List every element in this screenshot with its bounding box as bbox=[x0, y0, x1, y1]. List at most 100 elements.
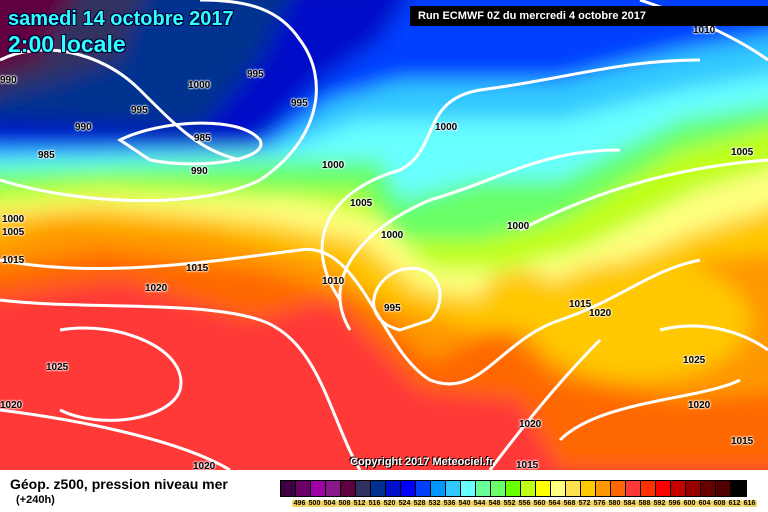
legend-tick: 556 bbox=[517, 500, 532, 507]
legend-swatch bbox=[281, 481, 296, 496]
legend-swatch bbox=[581, 481, 596, 496]
isobar-label: 995 bbox=[131, 105, 148, 116]
isobar-label: 1015 bbox=[2, 255, 25, 266]
isobar-label: 1000 bbox=[435, 122, 458, 133]
legend-tick: 548 bbox=[487, 500, 502, 507]
legend-tick: 536 bbox=[442, 500, 457, 507]
isobar-label: 995 bbox=[247, 69, 264, 80]
color-legend bbox=[280, 480, 747, 497]
legend-tick: 616 bbox=[742, 500, 757, 507]
legend-swatch bbox=[671, 481, 686, 496]
copyright: Copyright 2017 Meteociel.fr bbox=[350, 456, 494, 468]
isobar-label: 1000 bbox=[381, 230, 404, 241]
legend-swatch bbox=[476, 481, 491, 496]
isobar-label: 1000 bbox=[322, 160, 345, 171]
legend-swatch bbox=[551, 481, 566, 496]
legend-swatch bbox=[686, 481, 701, 496]
legend-tick: 596 bbox=[667, 500, 682, 507]
isobar-label: 1005 bbox=[350, 198, 373, 209]
legend-swatch bbox=[386, 481, 401, 496]
legend-tick: 612 bbox=[727, 500, 742, 507]
legend-tick: 600 bbox=[682, 500, 697, 507]
legend-tick: 504 bbox=[322, 500, 337, 507]
forecast-date: samedi 14 octobre 2017 bbox=[8, 8, 234, 30]
legend-tick: 584 bbox=[622, 500, 637, 507]
legend-tick: 588 bbox=[637, 500, 652, 507]
legend-swatch bbox=[656, 481, 671, 496]
isobar-label: 995 bbox=[291, 98, 308, 109]
isobar-label: 995 bbox=[384, 303, 401, 314]
legend-tick: 572 bbox=[577, 500, 592, 507]
legend-tick: 592 bbox=[652, 500, 667, 507]
isobar-label: 1020 bbox=[193, 461, 216, 470]
legend-tick: 516 bbox=[367, 500, 382, 507]
isobar-label: 1000 bbox=[507, 221, 530, 232]
forecast-time: 2:00 locale bbox=[8, 31, 126, 57]
legend-ticks: 496 500 504 508 512 516 520 524 528 532 536 540 544 5… bbox=[292, 500, 757, 507]
map-title: Géop. z500, pression niveau mer bbox=[10, 476, 228, 492]
isobar-label: 1020 bbox=[688, 400, 711, 411]
isobars bbox=[0, 0, 768, 470]
legend-tick: 524 bbox=[397, 500, 412, 507]
isobar-label: 990 bbox=[75, 122, 92, 133]
geopotential-field bbox=[0, 0, 768, 470]
isobar-label: 1020 bbox=[589, 308, 612, 319]
isobar-label: 1025 bbox=[46, 362, 69, 373]
legend-tick: 528 bbox=[412, 500, 427, 507]
legend-tick: 520 bbox=[382, 500, 397, 507]
legend-tick: 564 bbox=[547, 500, 562, 507]
isobar-label: 1015 bbox=[731, 436, 754, 447]
isobar-label: 1005 bbox=[2, 227, 25, 238]
legend-swatch bbox=[371, 481, 386, 496]
isobar-label: 1010 bbox=[693, 25, 716, 36]
isobar-label: 1025 bbox=[683, 355, 706, 366]
forecast-hour: (+240h) bbox=[16, 494, 55, 506]
legend-swatch bbox=[446, 481, 461, 496]
legend-swatch bbox=[416, 481, 431, 496]
legend-swatch bbox=[611, 481, 626, 496]
isobar-label: 1015 bbox=[516, 460, 539, 470]
legend-tick: 604 bbox=[697, 500, 712, 507]
isobar-label: 990 bbox=[0, 75, 17, 86]
legend-swatch bbox=[596, 481, 611, 496]
legend-swatch bbox=[401, 481, 416, 496]
weather-map: 995 1000 995 990 985 985 990 995 1000 1005 1000 100… bbox=[0, 0, 768, 470]
legend-swatch bbox=[716, 481, 731, 496]
legend-swatch bbox=[356, 481, 371, 496]
legend-tick: 508 bbox=[337, 500, 352, 507]
legend-tick: 540 bbox=[457, 500, 472, 507]
isobar-label: 990 bbox=[191, 166, 208, 177]
legend-swatch bbox=[326, 481, 341, 496]
legend-swatch bbox=[566, 481, 581, 496]
isobar-label: 1015 bbox=[186, 263, 209, 274]
isobar-label: 985 bbox=[194, 133, 211, 144]
isobar-label: 1020 bbox=[0, 400, 23, 411]
legend-swatch bbox=[536, 481, 551, 496]
legend-tick: 568 bbox=[562, 500, 577, 507]
legend-swatch bbox=[311, 481, 326, 496]
legend-swatch bbox=[521, 481, 536, 496]
legend-tick: 580 bbox=[607, 500, 622, 507]
legend-swatch bbox=[701, 481, 716, 496]
legend-tick: 512 bbox=[352, 500, 367, 507]
legend-tick: 608 bbox=[712, 500, 727, 507]
legend-swatch bbox=[731, 481, 746, 496]
isobar-label: 1020 bbox=[519, 419, 542, 430]
legend-tick: 544 bbox=[472, 500, 487, 507]
legend-swatch bbox=[431, 481, 446, 496]
legend-tick: 496 bbox=[292, 500, 307, 507]
legend-swatch bbox=[461, 481, 476, 496]
run-info: Run ECMWF 0Z du mercredi 4 octobre 2017 bbox=[410, 6, 768, 26]
legend-tick: 500 bbox=[307, 500, 322, 507]
legend-swatch bbox=[626, 481, 641, 496]
isobar-label: 1000 bbox=[2, 214, 25, 225]
isobar-label: 1015 bbox=[569, 299, 592, 310]
legend-swatch bbox=[296, 481, 311, 496]
isobar-label: 1000 bbox=[188, 80, 211, 91]
legend-tick: 552 bbox=[502, 500, 517, 507]
legend-swatch bbox=[506, 481, 521, 496]
isobar-label: 985 bbox=[38, 150, 55, 161]
legend-tick: 576 bbox=[592, 500, 607, 507]
legend-swatch bbox=[491, 481, 506, 496]
footer: Géop. z500, pression niveau mer (+240h) … bbox=[0, 470, 768, 512]
